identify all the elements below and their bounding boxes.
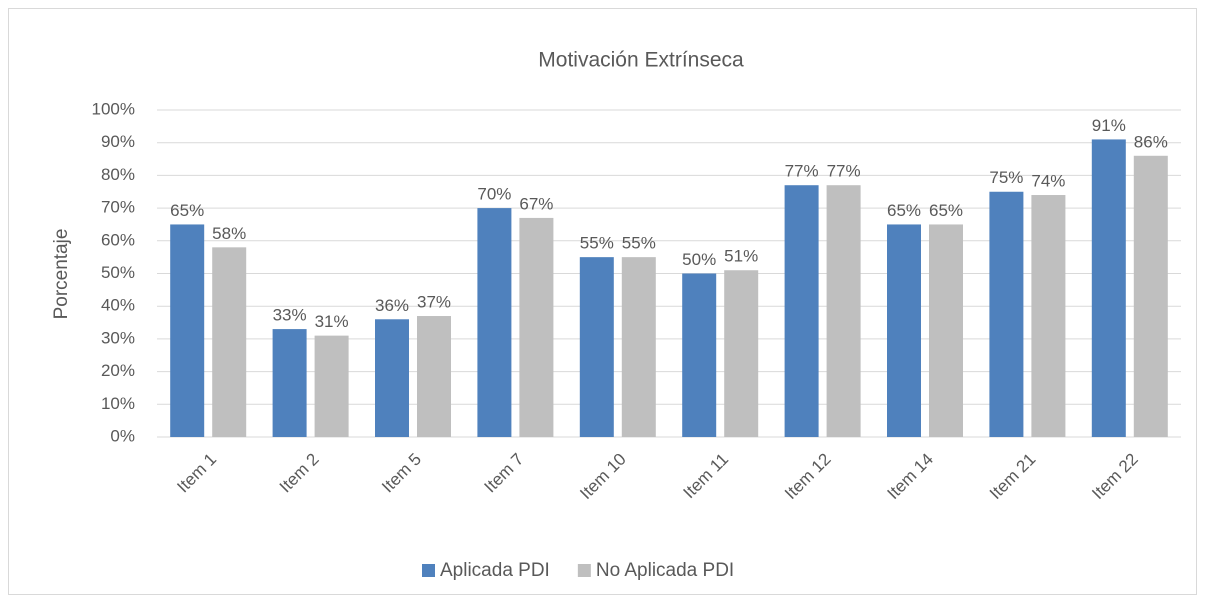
value-label: 51% [724, 247, 758, 266]
y-tick-label: 100% [92, 99, 135, 118]
bar [272, 329, 307, 437]
value-label: 65% [887, 201, 921, 220]
value-label: 36% [375, 296, 409, 315]
value-label: 86% [1134, 132, 1168, 151]
bar [989, 191, 1024, 437]
bar [682, 273, 717, 437]
bar [1091, 139, 1126, 437]
bar [579, 257, 614, 437]
value-label: 37% [417, 292, 451, 311]
value-label: 67% [519, 194, 553, 213]
bar [724, 270, 759, 437]
y-tick-label: 10% [101, 394, 135, 413]
bar [212, 247, 247, 437]
bar [1133, 155, 1168, 437]
value-label: 31% [315, 312, 349, 331]
chart-title: Motivación Extrínseca [538, 49, 744, 72]
y-tick-label: 40% [101, 296, 135, 315]
y-axis-label: Porcentaje [51, 229, 72, 320]
bar [826, 185, 861, 437]
bar [1031, 195, 1066, 437]
y-tick-label: 60% [101, 230, 135, 249]
bar [929, 224, 963, 437]
y-tick-label: 90% [101, 132, 135, 151]
y-tick-label: 50% [101, 263, 135, 282]
bar [519, 217, 554, 437]
value-label: 65% [170, 201, 204, 220]
bar [887, 224, 921, 437]
value-label: 77% [785, 162, 819, 181]
value-label: 77% [827, 162, 861, 181]
legend-label: Aplicada PDI [440, 560, 550, 581]
value-label: 55% [580, 234, 614, 253]
value-label: 58% [212, 224, 246, 243]
bar [375, 319, 409, 437]
bar [417, 316, 451, 437]
legend-label: No Aplicada PDI [596, 560, 734, 581]
value-label: 74% [1031, 172, 1065, 191]
bar [314, 335, 349, 437]
y-tick-label: 30% [101, 328, 135, 347]
y-tick-label: 70% [101, 198, 135, 217]
value-label: 70% [477, 185, 511, 204]
legend-swatch [577, 564, 591, 577]
bar [784, 185, 819, 437]
bar [170, 224, 205, 437]
value-label: 55% [622, 234, 656, 253]
y-tick-label: 20% [101, 361, 135, 380]
value-label: 75% [989, 168, 1023, 187]
bar [621, 257, 656, 437]
legend-swatch [422, 564, 435, 577]
value-label: 65% [929, 201, 963, 220]
value-label: 50% [682, 250, 716, 269]
y-tick-label: 0% [110, 426, 135, 445]
y-tick-label: 80% [101, 165, 135, 184]
bar [477, 208, 512, 437]
value-label: 91% [1092, 116, 1126, 135]
value-label: 33% [273, 306, 307, 325]
